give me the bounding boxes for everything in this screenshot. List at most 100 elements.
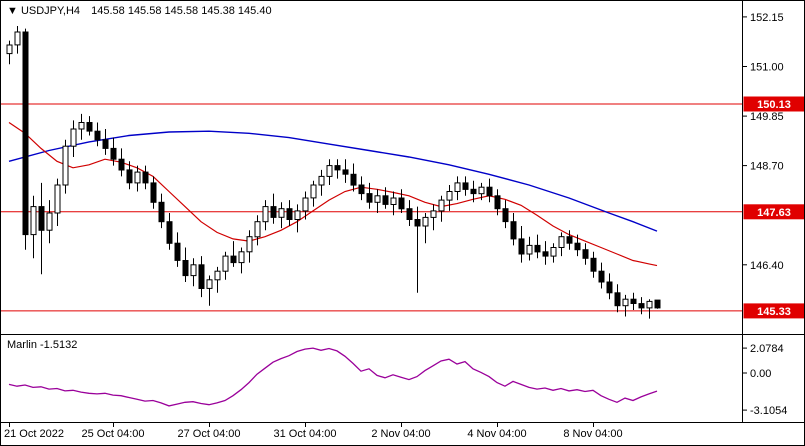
candle [262, 200, 269, 231]
chart-header: ▼ USDJPY,H4 145.58 145.58 145.58 145.38 … [7, 5, 272, 17]
svg-text:150.13: 150.13 [757, 99, 791, 111]
candle [206, 275, 213, 306]
candle [134, 165, 141, 192]
candle [366, 182, 373, 209]
candle [566, 230, 573, 250]
candle [446, 185, 453, 211]
candle [78, 113, 85, 140]
time-label: 8 Nov 04:00 [563, 428, 623, 440]
candle [238, 247, 245, 274]
candle [150, 176, 157, 209]
indicator-tick-label: 2.0784 [750, 343, 784, 355]
time-label: 25 Oct 04:00 [81, 428, 145, 440]
candle [326, 159, 333, 185]
price-tick-label: 146.40 [750, 260, 784, 272]
candle [310, 180, 317, 207]
time-tick [305, 423, 306, 427]
candle [654, 299, 661, 309]
candle [374, 189, 381, 213]
candle [598, 262, 605, 289]
candle [270, 193, 277, 224]
candle [558, 232, 565, 257]
indicator-tick-label: 0.00 [750, 368, 771, 380]
indicator-tick-label: -3.1054 [750, 405, 787, 417]
candle [542, 241, 549, 265]
time-axis: 21 Oct 2022 25 Oct 04:00 27 Oct 04:00 31 Oc… [1, 423, 804, 445]
candle [182, 247, 189, 282]
candle [94, 122, 101, 147]
price-level-label[interactable]: 145.33 [743, 303, 805, 319]
candle [462, 176, 469, 196]
time-tick [9, 423, 10, 427]
price-tick-label: 152.15 [750, 12, 784, 24]
price-tick-label: 151.00 [750, 62, 784, 74]
candle [638, 297, 645, 315]
candle [118, 148, 125, 177]
candle [342, 159, 349, 183]
candle [502, 200, 509, 229]
indicator-current-value: -1.5132 [40, 339, 78, 351]
candle [6, 40, 13, 65]
price-level-label[interactable]: 147.63 [743, 204, 805, 220]
candle [166, 213, 173, 250]
time-tick [401, 423, 402, 427]
marlin-line [8, 347, 658, 407]
candle [390, 191, 397, 216]
price-tick-label: 148.70 [750, 161, 784, 173]
time-tick [113, 423, 114, 427]
candle [646, 299, 653, 319]
price-chart[interactable]: 152.15 151.00 149.85 148.70 146.40 150.13 147.… [1, 1, 805, 335]
candle [54, 178, 61, 226]
candle [454, 176, 461, 201]
candle [606, 273, 613, 300]
candle [174, 232, 181, 267]
candle [14, 26, 21, 54]
candle [302, 191, 309, 220]
candle [126, 161, 133, 190]
indicator-name: Marlin [7, 339, 37, 351]
candle [198, 256, 205, 298]
price-level-label[interactable]: 150.13 [743, 96, 805, 112]
candle [158, 193, 165, 229]
time-tick [593, 423, 594, 427]
candle [614, 284, 621, 313]
candle [222, 251, 229, 280]
candle [230, 241, 237, 267]
candle [422, 213, 429, 244]
candle [550, 243, 557, 263]
symbol-timeframe-label: USDJPY,H4 [20, 5, 81, 17]
indicator-chart[interactable]: 2.0784 0.00 -3.1054 [1, 335, 805, 423]
candle [438, 195, 445, 222]
candle [358, 176, 365, 201]
candle [70, 120, 77, 157]
candle [518, 226, 525, 263]
candle [46, 200, 53, 244]
candle [590, 251, 597, 278]
candle [582, 243, 589, 265]
candle [478, 182, 485, 201]
candle [486, 178, 493, 203]
svg-text:145.33: 145.33 [757, 306, 791, 318]
candle [630, 292, 637, 310]
candle [190, 258, 197, 287]
object-marker-icon[interactable]: ▼ [7, 5, 18, 17]
candle [526, 236, 533, 261]
price-tick-label: 149.85 [750, 111, 784, 123]
time-tick [209, 423, 210, 427]
time-label: 4 Nov 04:00 [467, 428, 527, 440]
candle [318, 169, 325, 196]
svg-text:147.63: 147.63 [757, 207, 791, 219]
time-label: 21 Oct 2022 [4, 428, 64, 440]
candle [254, 215, 261, 246]
candle [510, 213, 517, 246]
indicator-title: Marlin -1.5132 [7, 339, 77, 351]
time-tick [497, 423, 498, 427]
time-label: 31 Oct 04:00 [273, 428, 337, 440]
candle [246, 230, 253, 263]
candle [574, 234, 581, 257]
time-label: 27 Oct 04:00 [177, 428, 241, 440]
candle [534, 234, 541, 259]
candle [494, 189, 501, 216]
candle [30, 195, 37, 259]
